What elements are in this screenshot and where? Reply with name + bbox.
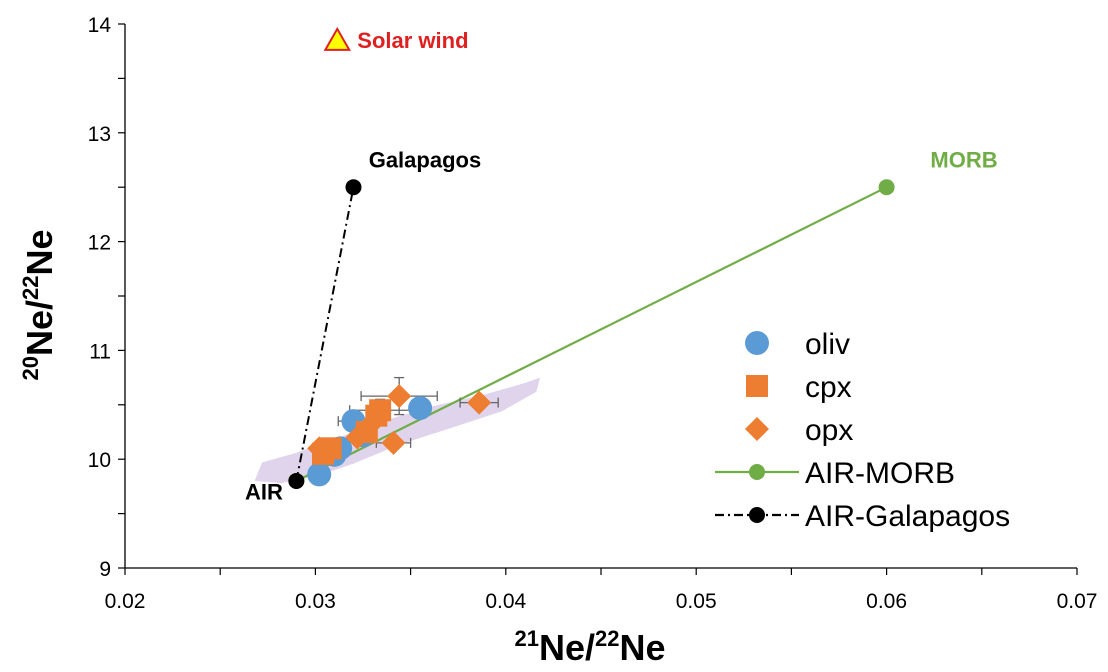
data-point-opx — [307, 436, 332, 461]
legend-marker-air-morb — [749, 464, 765, 480]
x-axis-title-sup2: 22 — [595, 626, 619, 651]
series-line-air-morb — [295, 186, 888, 482]
annotation-label: Galapagos — [369, 148, 481, 173]
solar-wind-icon — [323, 26, 352, 51]
line-endpoint-air-galapagos — [345, 179, 362, 196]
x-tick-label: 0.03 — [295, 590, 336, 613]
data-point-opx — [467, 390, 492, 415]
data-point-opx — [381, 430, 406, 455]
y-tick-label: 12 — [88, 232, 111, 255]
data-point-oliv — [408, 396, 433, 421]
x-axis-title-base2: Ne — [619, 627, 665, 667]
line-endpoint-air-galapagos — [288, 472, 305, 489]
x-tick-label: 0.07 — [1057, 590, 1098, 613]
legend-marker-oliv — [745, 331, 769, 355]
data-point-oliv — [307, 462, 332, 487]
x-tick-label: 0.04 — [485, 590, 526, 613]
y-axis-title: 20Ne/22Ne — [18, 229, 60, 380]
annotation-label: Solar wind — [357, 28, 468, 53]
x-tick-label: 0.02 — [105, 590, 146, 613]
legend-label-air-morb: AIR-MORB — [805, 457, 955, 490]
y-axis-title-sup1: 20 — [18, 356, 43, 380]
y-axis-title-base1: Ne/ — [19, 300, 60, 356]
x-axis-title-base1: Ne/ — [539, 627, 595, 667]
annotation-label: AIR — [245, 479, 283, 504]
x-axis-title-sup1: 21 — [514, 626, 538, 651]
legend-label-air-galapagos: AIR-Galapagos — [805, 500, 1010, 533]
y-axis-title-sup2: 22 — [18, 276, 43, 300]
legend-label-opx: opx — [805, 414, 853, 447]
y-tick-label: 14 — [88, 14, 112, 37]
y-tick-label: 10 — [88, 449, 111, 472]
legend-marker-air-galapagos — [749, 507, 765, 523]
x-tick-label: 0.06 — [866, 590, 907, 613]
x-axis-title: 21Ne/22Ne — [514, 626, 665, 667]
data-point-opx — [387, 384, 412, 409]
x-tick-label: 0.05 — [676, 590, 717, 613]
series-line-air-galapagos — [295, 187, 355, 482]
legend-label-oliv: oliv — [805, 328, 850, 361]
legend-marker-cpx — [746, 375, 768, 397]
y-tick-label: 13 — [88, 123, 111, 146]
y-tick-label: 11 — [89, 340, 111, 363]
annotation-label: MORB — [930, 148, 997, 173]
y-tick-label: 9 — [99, 558, 111, 581]
line-endpoint-air-morb — [878, 179, 895, 196]
data-point-cpx — [369, 399, 392, 422]
data-point-opx — [356, 414, 381, 439]
y-axis-title-base2: Ne — [19, 229, 60, 275]
legend-marker-opx — [745, 417, 769, 441]
legend-label-cpx: cpx — [805, 371, 852, 404]
